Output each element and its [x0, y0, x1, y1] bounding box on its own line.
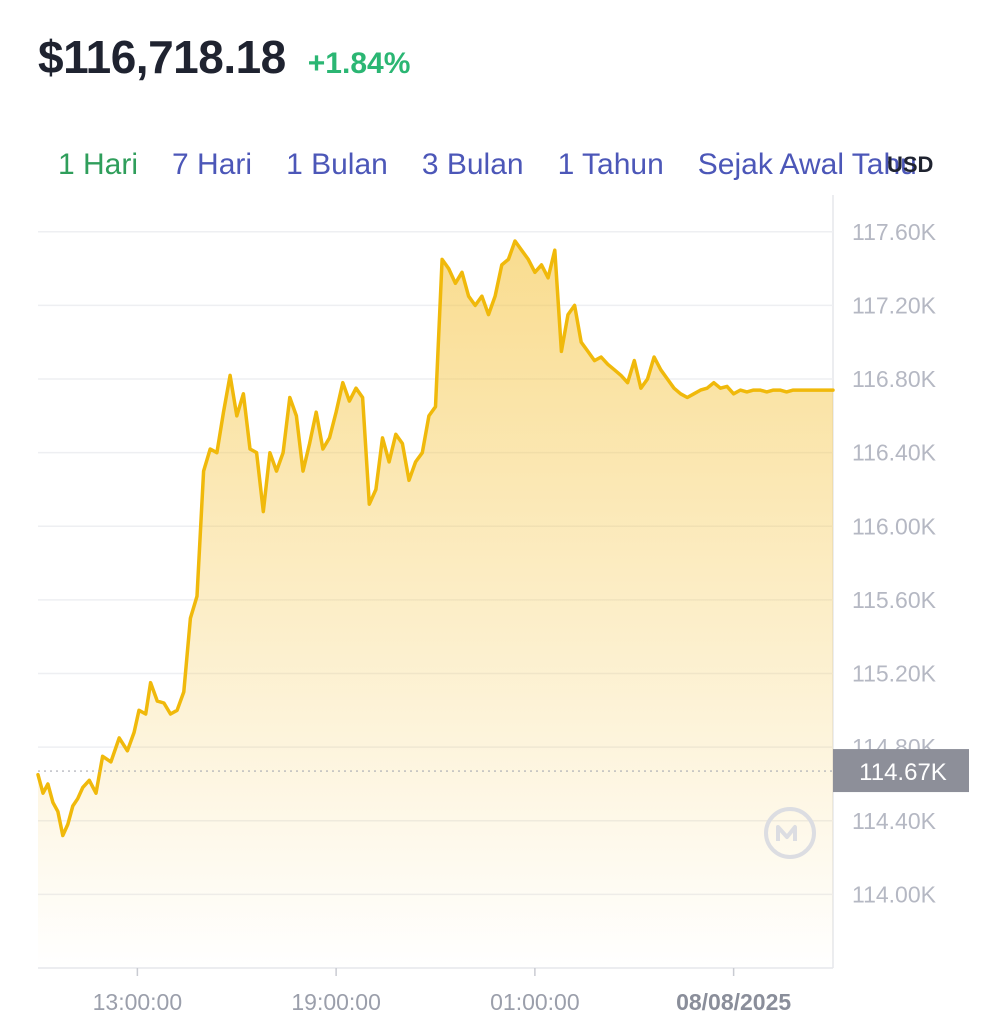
y-tick-label: 116.80K — [852, 366, 937, 392]
tab-1-tahun[interactable]: 1 Tahun — [557, 148, 664, 181]
reference-price-label: 114.67K — [859, 759, 947, 786]
timeframe-tabs: 1 Hari 7 Hari 1 Bulan 3 Bulan 1 Tahun Se… — [58, 148, 951, 182]
x-tick-label: 08/08/2025 — [676, 989, 791, 1015]
tab-sejak-awal-tahun[interactable]: Sejak Awal Tahu — [697, 148, 917, 181]
x-tick-label: 13:00:00 — [93, 989, 183, 1015]
reference-price-tag — [833, 749, 969, 793]
y-tick-label: 116.40K — [852, 440, 937, 466]
y-tick-label: 117.60K — [852, 219, 937, 245]
tab-3-bulan[interactable]: 3 Bulan — [421, 148, 524, 181]
y-tick-label: 116.00K — [852, 513, 937, 539]
x-tick-label: 19:00:00 — [291, 989, 381, 1015]
price-change-percent: +1.84% — [307, 47, 411, 80]
tab-1-bulan[interactable]: 1 Bulan — [286, 148, 388, 181]
currency-label: USD — [887, 152, 934, 177]
current-price: $116,718.18 — [38, 31, 286, 83]
tab-7-hari[interactable]: 7 Hari — [172, 148, 253, 181]
tab-1-hari[interactable]: 1 Hari — [58, 148, 139, 181]
price-area-fill — [38, 241, 833, 968]
y-tick-label: 114.40K — [852, 808, 937, 834]
y-tick-label: 115.20K — [852, 661, 937, 687]
watermark-logo-icon — [764, 807, 816, 859]
y-tick-label: 114.00K — [852, 881, 937, 907]
x-tick-label: 01:00:00 — [490, 989, 580, 1015]
price-line — [36, 239, 835, 838]
price-header: $116,718.18 +1.84% — [38, 30, 410, 84]
y-tick-label: 115.60K — [852, 587, 937, 613]
y-tick-label: 117.20K — [852, 292, 937, 318]
